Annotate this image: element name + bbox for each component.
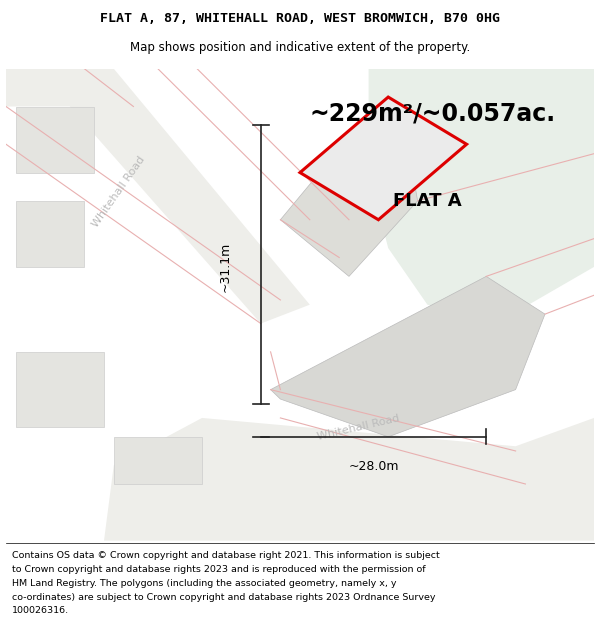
Polygon shape — [16, 201, 85, 267]
Polygon shape — [6, 69, 310, 324]
Text: Whitehall Road: Whitehall Road — [317, 413, 401, 442]
Text: to Crown copyright and database rights 2023 and is reproduced with the permissio: to Crown copyright and database rights 2… — [12, 564, 425, 574]
Text: HM Land Registry. The polygons (including the associated geometry, namely x, y: HM Land Registry. The polygons (includin… — [12, 579, 397, 587]
Polygon shape — [271, 276, 545, 437]
Polygon shape — [16, 106, 94, 172]
Text: co-ordinates) are subject to Crown copyright and database rights 2023 Ordnance S: co-ordinates) are subject to Crown copyr… — [12, 592, 436, 601]
Polygon shape — [368, 69, 594, 324]
Text: ~229m²/~0.057ac.: ~229m²/~0.057ac. — [310, 102, 556, 126]
Polygon shape — [16, 352, 104, 428]
Polygon shape — [114, 437, 202, 484]
Text: FLAT A, 87, WHITEHALL ROAD, WEST BROMWICH, B70 0HG: FLAT A, 87, WHITEHALL ROAD, WEST BROMWIC… — [100, 12, 500, 25]
Text: Contains OS data © Crown copyright and database right 2021. This information is : Contains OS data © Crown copyright and d… — [12, 551, 440, 560]
Text: FLAT A: FLAT A — [393, 192, 462, 210]
Text: ~31.1m: ~31.1m — [218, 242, 232, 292]
Polygon shape — [104, 418, 594, 541]
Text: ~28.0m: ~28.0m — [348, 461, 399, 473]
Text: Map shows position and indicative extent of the property.: Map shows position and indicative extent… — [130, 41, 470, 54]
Text: Whitehall Road: Whitehall Road — [91, 154, 147, 229]
Text: 100026316.: 100026316. — [12, 606, 69, 616]
Polygon shape — [300, 97, 467, 220]
Polygon shape — [280, 126, 418, 276]
